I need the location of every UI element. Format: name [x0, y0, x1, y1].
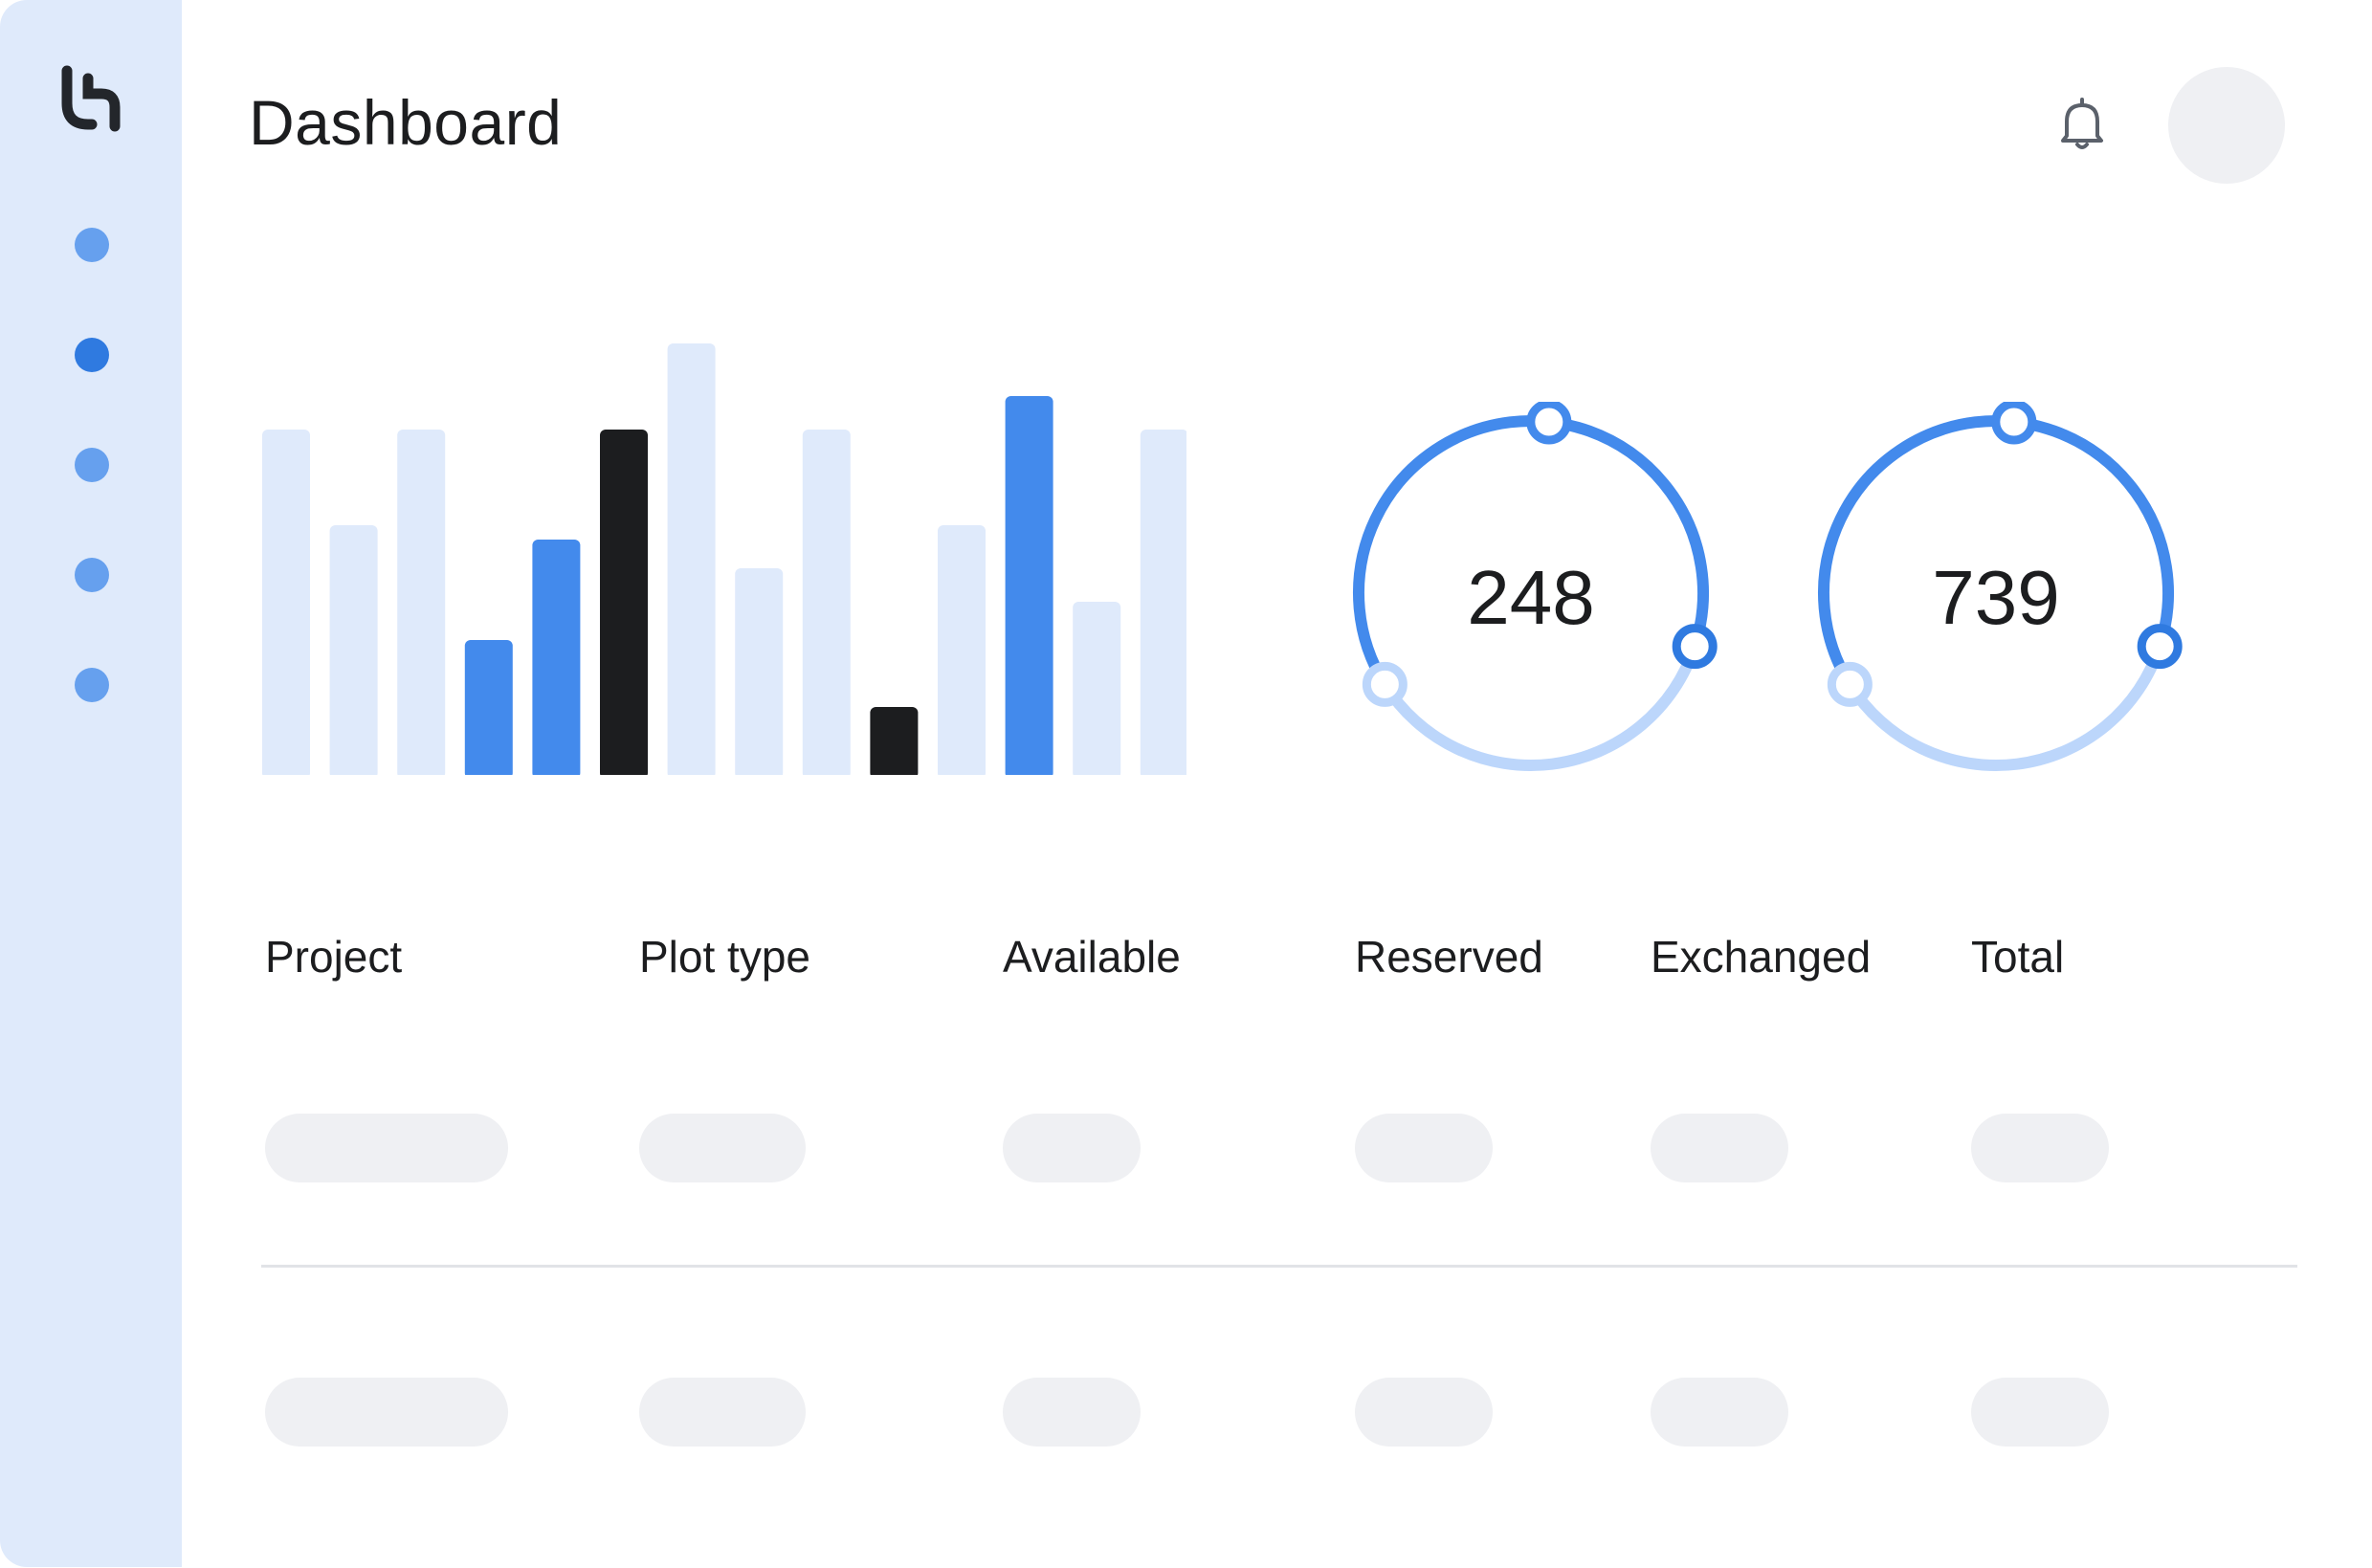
- ring-handle-right[interactable]: [1672, 624, 1718, 670]
- sidebar-item-4[interactable]: [75, 558, 109, 592]
- bar: [1140, 430, 1186, 775]
- ring-handle-right[interactable]: [2137, 624, 2183, 670]
- placeholder-cell: [265, 1114, 508, 1182]
- column-header-exchanged[interactable]: Exchanged: [1651, 932, 1872, 982]
- placeholder-cell: [265, 1378, 508, 1447]
- sidebar-item-5[interactable]: [75, 668, 109, 702]
- ring-handle-left[interactable]: [1827, 661, 1873, 707]
- ring-handle-top[interactable]: [1526, 402, 1572, 445]
- placeholder-cell: [1355, 1378, 1493, 1447]
- bar-chart: [262, 343, 1186, 775]
- placeholder-cell: [1651, 1114, 1788, 1182]
- column-header-total[interactable]: Total: [1971, 932, 2065, 982]
- bar: [397, 430, 446, 775]
- bar: [870, 707, 919, 775]
- bar: [329, 525, 378, 775]
- bar: [802, 430, 851, 775]
- ring-handle-top[interactable]: [1991, 402, 2037, 445]
- bar: [667, 343, 716, 775]
- ring-track: [1379, 640, 1701, 771]
- placeholder-cell: [639, 1114, 806, 1182]
- ring-track: [1844, 640, 2166, 771]
- bar: [938, 525, 986, 775]
- placeholder-cell: [1651, 1378, 1788, 1447]
- stat-value: 739: [1932, 555, 2060, 640]
- column-header-project[interactable]: Project: [265, 932, 403, 982]
- column-header-available[interactable]: Available: [1003, 932, 1181, 982]
- bar: [1073, 602, 1121, 775]
- bar: [464, 640, 513, 775]
- sidebar-item-1[interactable]: [75, 228, 109, 262]
- bar: [532, 540, 581, 775]
- avatar[interactable]: [2168, 67, 2285, 184]
- page-title: Dashboard: [249, 87, 563, 158]
- bar: [600, 430, 648, 775]
- column-header-plot-type[interactable]: Plot type: [639, 932, 810, 982]
- sidebar: [0, 0, 182, 1567]
- bar: [1005, 396, 1053, 775]
- placeholder-cell: [639, 1378, 806, 1447]
- placeholder-cell: [1355, 1114, 1493, 1182]
- bell-icon[interactable]: [2055, 96, 2109, 153]
- ring-progress: [1353, 415, 1709, 691]
- placeholder-cell: [1003, 1114, 1141, 1182]
- placeholder-cell: [1971, 1378, 2109, 1447]
- bar: [735, 568, 784, 775]
- stat-ring-total: [1818, 402, 2183, 771]
- bar: [262, 430, 310, 775]
- ring-handle-left[interactable]: [1362, 661, 1408, 707]
- placeholder-cell: [1971, 1114, 2109, 1182]
- row-divider: [261, 1265, 2297, 1268]
- logo-icon[interactable]: [59, 65, 122, 134]
- stat-ring-reserved: [1353, 402, 1718, 771]
- placeholder-cell: [1003, 1378, 1141, 1447]
- column-header-reserved[interactable]: Reserved: [1355, 932, 1543, 982]
- ring-progress: [1818, 415, 2174, 691]
- stat-value: 248: [1467, 555, 1595, 640]
- sidebar-item-2[interactable]: [75, 338, 109, 372]
- sidebar-item-3[interactable]: [75, 448, 109, 482]
